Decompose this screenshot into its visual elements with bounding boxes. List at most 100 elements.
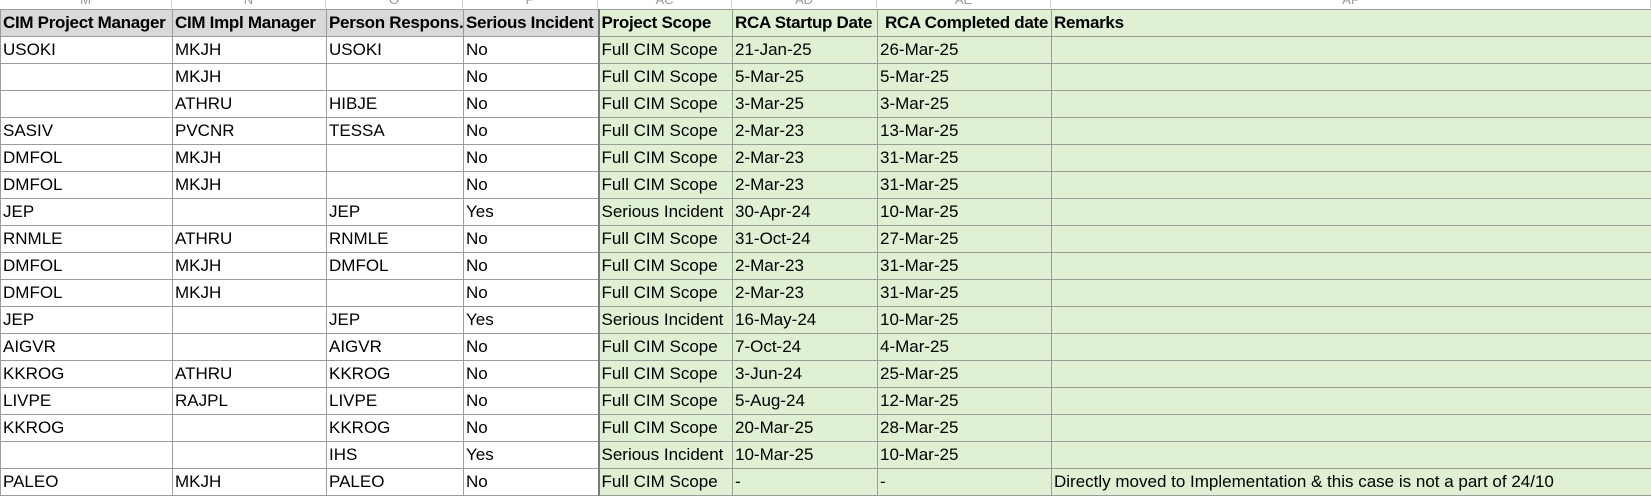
cell-cim-impl-manager[interactable]: MKJH (173, 64, 327, 91)
cell-rca-startup-date[interactable]: 5-Aug-24 (733, 388, 878, 415)
column-letter[interactable]: AD (732, 0, 877, 8)
cell-cim-project-manager[interactable]: AIGVR (1, 334, 173, 361)
cell-cim-impl-manager[interactable] (173, 442, 327, 469)
header-remarks[interactable]: Remarks (1052, 10, 1651, 37)
header-rca-completed-date[interactable]: RCA Completed date (878, 10, 1052, 37)
cell-rca-completed-date[interactable]: 13-Mar-25 (878, 118, 1052, 145)
cell-rca-completed-date[interactable]: 31-Mar-25 (878, 280, 1052, 307)
cell-cim-project-manager[interactable]: RNMLE (1, 226, 173, 253)
cell-remarks[interactable] (1052, 118, 1651, 145)
cell-serious-incident[interactable]: No (464, 361, 599, 388)
cell-rca-startup-date[interactable]: 30-Apr-24 (733, 199, 878, 226)
cell-cim-project-manager[interactable]: JEP (1, 199, 173, 226)
cell-serious-incident[interactable]: No (464, 37, 599, 64)
cell-rca-startup-date[interactable]: 2-Mar-23 (733, 145, 878, 172)
cell-rca-startup-date[interactable]: 3-Jun-24 (733, 361, 878, 388)
cell-serious-incident[interactable]: Yes (464, 199, 599, 226)
cell-cim-project-manager[interactable]: DMFOL (1, 280, 173, 307)
cell-rca-completed-date[interactable]: 10-Mar-25 (878, 442, 1052, 469)
cell-rca-startup-date[interactable]: 3-Mar-25 (733, 91, 878, 118)
column-letter[interactable]: P (463, 0, 598, 8)
cell-cim-impl-manager[interactable]: MKJH (173, 145, 327, 172)
cell-rca-startup-date[interactable]: 2-Mar-23 (733, 253, 878, 280)
cell-remarks[interactable] (1052, 253, 1651, 280)
cell-remarks[interactable] (1052, 91, 1651, 118)
cell-remarks[interactable] (1052, 361, 1651, 388)
cell-remarks[interactable]: Directly moved to Implementation & this … (1052, 469, 1651, 496)
cell-remarks[interactable] (1052, 145, 1651, 172)
cell-remarks[interactable] (1052, 64, 1651, 91)
cell-person-responsible[interactable]: USOKI (327, 37, 464, 64)
cell-person-responsible[interactable]: JEP (327, 307, 464, 334)
column-letter[interactable]: AC (598, 0, 732, 8)
cell-rca-startup-date[interactable]: 10-Mar-25 (733, 442, 878, 469)
cell-project-scope[interactable]: Full CIM Scope (599, 361, 733, 388)
cell-serious-incident[interactable]: No (464, 388, 599, 415)
cell-person-responsible[interactable]: PALEO (327, 469, 464, 496)
cell-person-responsible[interactable] (327, 64, 464, 91)
cell-project-scope[interactable]: Full CIM Scope (599, 226, 733, 253)
cell-person-responsible[interactable] (327, 172, 464, 199)
cell-rca-completed-date[interactable]: 12-Mar-25 (878, 388, 1052, 415)
cell-project-scope[interactable]: Full CIM Scope (599, 118, 733, 145)
cell-serious-incident[interactable]: No (464, 280, 599, 307)
cell-serious-incident[interactable]: No (464, 469, 599, 496)
cell-rca-completed-date[interactable]: 31-Mar-25 (878, 172, 1052, 199)
cell-cim-project-manager[interactable]: JEP (1, 307, 173, 334)
cell-project-scope[interactable]: Full CIM Scope (599, 64, 733, 91)
column-letter[interactable]: O (326, 0, 463, 8)
cell-project-scope[interactable]: Full CIM Scope (599, 334, 733, 361)
cell-project-scope[interactable]: Serious Incident (599, 199, 733, 226)
cell-serious-incident[interactable]: Yes (464, 307, 599, 334)
column-letter[interactable]: AE (877, 0, 1051, 8)
cell-person-responsible[interactable]: RNMLE (327, 226, 464, 253)
cell-rca-completed-date[interactable]: 26-Mar-25 (878, 37, 1052, 64)
cell-person-responsible[interactable] (327, 145, 464, 172)
header-rca-startup-date[interactable]: RCA Startup Date (733, 10, 878, 37)
cell-serious-incident[interactable]: No (464, 334, 599, 361)
cell-project-scope[interactable]: Full CIM Scope (599, 91, 733, 118)
cell-remarks[interactable] (1052, 37, 1651, 64)
cell-project-scope[interactable]: Full CIM Scope (599, 253, 733, 280)
header-cim-project-manager[interactable]: CIM Project Manager (1, 10, 173, 37)
cell-serious-incident[interactable]: No (464, 91, 599, 118)
header-serious-incident[interactable]: Serious Incident (464, 10, 599, 37)
cell-rca-completed-date[interactable]: 10-Mar-25 (878, 307, 1052, 334)
cell-rca-startup-date[interactable]: 16-May-24 (733, 307, 878, 334)
cell-rca-startup-date[interactable]: 2-Mar-23 (733, 280, 878, 307)
cell-project-scope[interactable]: Full CIM Scope (599, 37, 733, 64)
cell-project-scope[interactable]: Serious Incident (599, 307, 733, 334)
cell-cim-project-manager[interactable]: LIVPE (1, 388, 173, 415)
cell-person-responsible[interactable]: AIGVR (327, 334, 464, 361)
cell-project-scope[interactable]: Full CIM Scope (599, 388, 733, 415)
cell-remarks[interactable] (1052, 415, 1651, 442)
cell-person-responsible[interactable]: KKROG (327, 415, 464, 442)
header-person-responsible[interactable]: Person Respons. (327, 10, 464, 37)
cell-rca-completed-date[interactable]: 5-Mar-25 (878, 64, 1052, 91)
cell-cim-impl-manager[interactable] (173, 199, 327, 226)
cell-person-responsible[interactable]: DMFOL (327, 253, 464, 280)
cell-serious-incident[interactable]: No (464, 415, 599, 442)
cell-person-responsible[interactable]: IHS (327, 442, 464, 469)
cell-project-scope[interactable]: Full CIM Scope (599, 145, 733, 172)
cell-cim-impl-manager[interactable]: ATHRU (173, 91, 327, 118)
cell-cim-impl-manager[interactable] (173, 307, 327, 334)
cell-cim-impl-manager[interactable] (173, 334, 327, 361)
cell-cim-impl-manager[interactable]: MKJH (173, 37, 327, 64)
cell-remarks[interactable] (1052, 334, 1651, 361)
cell-rca-completed-date[interactable]: 28-Mar-25 (878, 415, 1052, 442)
cell-cim-impl-manager[interactable]: MKJH (173, 253, 327, 280)
cell-rca-startup-date[interactable]: 2-Mar-23 (733, 118, 878, 145)
cell-serious-incident[interactable]: No (464, 118, 599, 145)
cell-project-scope[interactable]: Full CIM Scope (599, 280, 733, 307)
cell-project-scope[interactable]: Serious Incident (599, 442, 733, 469)
cell-project-scope[interactable]: Full CIM Scope (599, 469, 733, 496)
cell-cim-impl-manager[interactable]: RAJPL (173, 388, 327, 415)
cell-cim-project-manager[interactable]: DMFOL (1, 145, 173, 172)
cell-project-scope[interactable]: Full CIM Scope (599, 415, 733, 442)
cell-rca-startup-date[interactable]: 31-Oct-24 (733, 226, 878, 253)
cell-cim-impl-manager[interactable]: MKJH (173, 172, 327, 199)
column-letter[interactable]: M (0, 0, 172, 8)
cell-project-scope[interactable]: Full CIM Scope (599, 172, 733, 199)
cell-cim-project-manager[interactable] (1, 442, 173, 469)
